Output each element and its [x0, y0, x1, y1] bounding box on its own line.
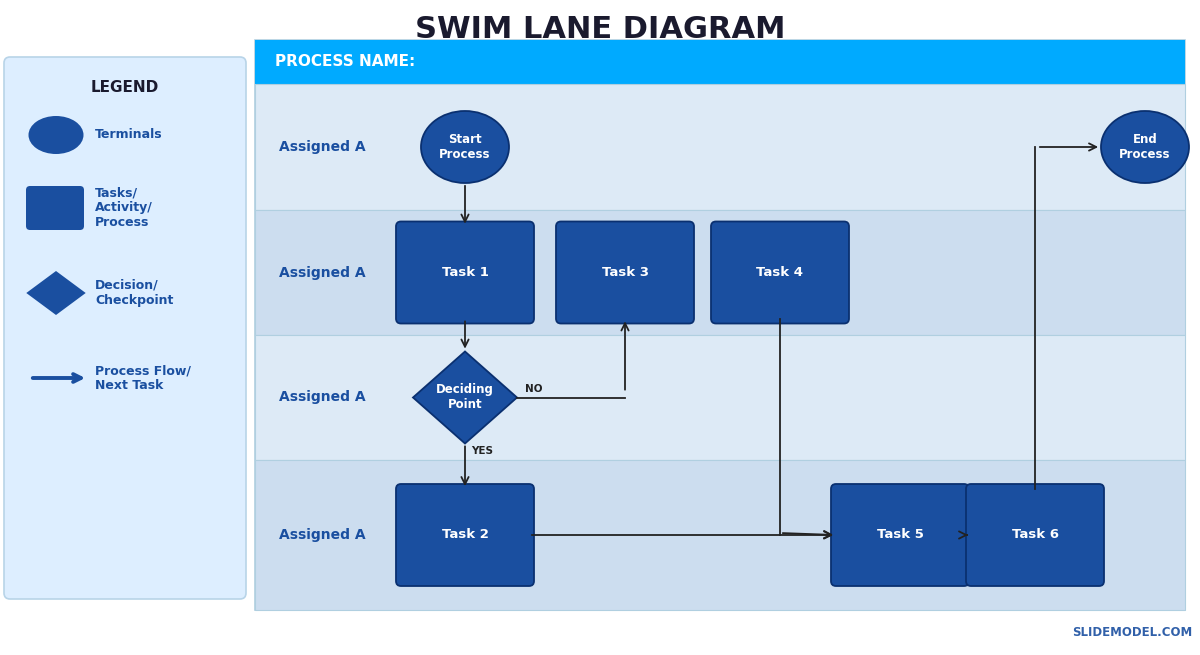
- Text: Task 6: Task 6: [1012, 529, 1058, 542]
- Ellipse shape: [1102, 111, 1189, 183]
- Text: YES: YES: [470, 445, 493, 455]
- FancyBboxPatch shape: [966, 484, 1104, 586]
- Text: Tasks/
Activity/
Process: Tasks/ Activity/ Process: [95, 187, 152, 229]
- Ellipse shape: [421, 111, 509, 183]
- Bar: [254, 460, 1186, 610]
- FancyBboxPatch shape: [4, 57, 246, 599]
- Polygon shape: [413, 352, 517, 443]
- Bar: [254, 40, 1186, 610]
- Text: End
Process: End Process: [1120, 133, 1171, 161]
- Text: Task 2: Task 2: [442, 529, 488, 542]
- Ellipse shape: [29, 116, 84, 154]
- Text: Process Flow/
Next Task: Process Flow/ Next Task: [95, 364, 191, 392]
- Text: NO: NO: [526, 383, 542, 394]
- Bar: [254, 84, 1186, 210]
- FancyBboxPatch shape: [710, 221, 850, 324]
- Text: SLIDEMODEL.COM: SLIDEMODEL.COM: [1072, 626, 1192, 639]
- Text: Start
Process: Start Process: [439, 133, 491, 161]
- Text: Task 4: Task 4: [756, 266, 804, 279]
- Text: SWIM LANE DIAGRAM: SWIM LANE DIAGRAM: [415, 16, 785, 45]
- Text: Assigned A: Assigned A: [280, 265, 366, 280]
- Text: LEGEND: LEGEND: [91, 81, 160, 96]
- FancyBboxPatch shape: [830, 484, 970, 586]
- Polygon shape: [26, 271, 85, 315]
- Text: Deciding
Point: Deciding Point: [436, 383, 494, 411]
- FancyBboxPatch shape: [396, 221, 534, 324]
- FancyBboxPatch shape: [556, 221, 694, 324]
- Text: Assigned A: Assigned A: [280, 528, 366, 542]
- Text: Task 1: Task 1: [442, 266, 488, 279]
- Text: Task 5: Task 5: [876, 529, 924, 542]
- FancyBboxPatch shape: [396, 484, 534, 586]
- Bar: [254, 335, 1186, 460]
- Text: Decision/
Checkpoint: Decision/ Checkpoint: [95, 279, 173, 307]
- FancyBboxPatch shape: [26, 186, 84, 230]
- Text: PROCESS NAME:: PROCESS NAME:: [275, 54, 415, 69]
- Text: Assigned A: Assigned A: [280, 390, 366, 405]
- Text: Terminals: Terminals: [95, 128, 163, 141]
- Bar: [254, 210, 1186, 335]
- Text: Assigned A: Assigned A: [280, 140, 366, 154]
- Bar: [254, 40, 1186, 84]
- Text: Task 3: Task 3: [601, 266, 648, 279]
